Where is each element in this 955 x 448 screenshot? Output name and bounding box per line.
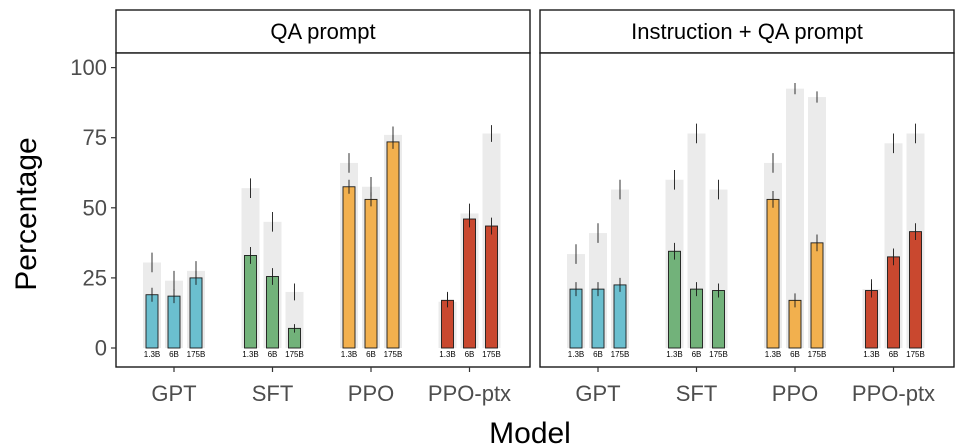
size-label: 6B [790,350,800,359]
size-label: 1.3B [144,350,160,359]
group-gpt: 1.3B 6B 175B GPT [567,179,630,406]
bar [668,250,681,349]
size-label: 175B [285,350,304,359]
size-label: 1.3B [341,350,357,359]
size-label: 175B [808,350,827,359]
size-label: 1.3B [242,350,258,359]
bar [145,294,159,349]
bar [887,256,900,349]
background-bar [786,88,804,348]
y-axis: 0 25 50 75 100 [70,55,116,361]
bar [810,242,824,349]
size-label: 175B [187,350,206,359]
size-label: 1.3B [666,350,682,359]
x-tick-label: PPO [772,381,818,406]
size-label: 6B [692,350,702,359]
size-label: 6B [169,350,179,359]
x-tick-label: SFT [252,381,294,406]
x-axis-title: Model [489,417,571,448]
x-tick-label: GPT [151,381,196,406]
y-tick-label: 75 [83,125,107,150]
size-label: 1.3B [439,350,455,359]
bar [463,218,476,349]
group-sft: 1.3B 6B 175B SFT [241,178,304,406]
panel-title: QA prompt [270,19,375,44]
panel-title: Instruction + QA prompt [631,19,863,44]
x-tick-label: PPO-ptx [852,381,935,406]
bar [712,290,725,349]
bar [909,231,922,349]
bar [591,288,605,349]
bar [613,284,627,349]
y-axis-title: Percentage [10,137,43,290]
bar [266,276,279,349]
size-label: 1.3B [863,350,879,359]
bar [485,225,498,349]
size-label: 175B [384,350,403,359]
size-label: 1.3B [765,350,781,359]
x-tick-label: PPO [348,381,394,406]
size-label: 6B [889,350,899,359]
bar [244,255,257,349]
size-label: 175B [482,350,501,359]
group-ppo: 1.3B 6B 175B PPO [340,126,402,406]
y-tick-label: 50 [83,195,107,220]
bar [569,288,583,349]
group-sft: 1.3B 6B 175B SFT [665,123,728,406]
bar [766,198,780,349]
bar [342,186,356,349]
x-tick-label: GPT [575,381,620,406]
size-label: 6B [593,350,603,359]
bar [441,299,454,349]
x-tick-label: SFT [676,381,718,406]
x-tick-label: PPO-ptx [428,381,511,406]
size-label: 6B [465,350,475,359]
size-label: 175B [906,350,925,359]
size-label: 6B [366,350,376,359]
facet-panels: QA prompt 1.3B 6B 175B GPT 1.3B 6B 175B SFT 1.3B 6… [115,9,955,406]
size-label: 175B [709,350,728,359]
bar [167,295,181,349]
size-label: 6B [268,350,278,359]
bar [865,290,878,349]
bar [386,141,400,349]
bar [788,299,802,349]
bar [364,198,378,349]
group-ppo-ptx: 1.3B 6B 175B PPO-ptx [852,123,935,406]
group-ppo: 1.3B 6B 175B PPO [764,83,826,406]
panel-strip [115,9,531,54]
bar [690,288,703,349]
y-tick-label: 100 [70,55,107,80]
y-tick-label: 25 [83,265,107,290]
group-ppo-ptx: 1.3B 6B 175B PPO-ptx [428,125,511,406]
size-label: 1.3B [568,350,584,359]
group-gpt: 1.3B 6B 175B GPT [143,252,206,406]
panel-strip [539,9,955,54]
bar [189,277,203,349]
panel-1: QA prompt 1.3B 6B 175B GPT 1.3B 6B 175B SFT 1.3B 6… [115,9,531,406]
size-label: 175B [611,350,630,359]
y-tick-label: 0 [95,336,107,361]
